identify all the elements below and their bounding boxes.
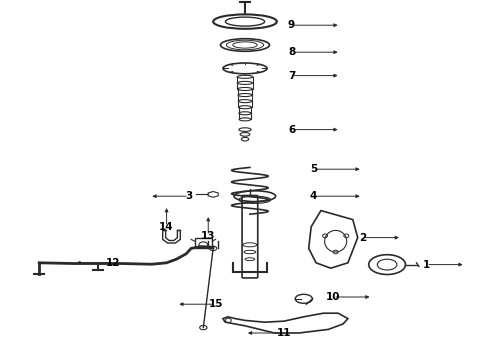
Text: 15: 15 (208, 299, 223, 309)
Text: 2: 2 (359, 233, 366, 243)
Text: 7: 7 (288, 71, 295, 81)
Text: 11: 11 (277, 328, 292, 338)
Text: 4: 4 (310, 191, 318, 201)
Text: 1: 1 (423, 260, 430, 270)
Text: 6: 6 (288, 125, 295, 135)
Text: 9: 9 (288, 20, 295, 30)
Text: 3: 3 (185, 191, 192, 201)
Text: 13: 13 (201, 231, 216, 241)
Text: 10: 10 (326, 292, 341, 302)
Text: 14: 14 (159, 222, 174, 232)
Bar (195, 238, 212, 248)
Text: 8: 8 (288, 47, 295, 57)
Text: 12: 12 (105, 258, 120, 268)
Text: 5: 5 (310, 164, 317, 174)
